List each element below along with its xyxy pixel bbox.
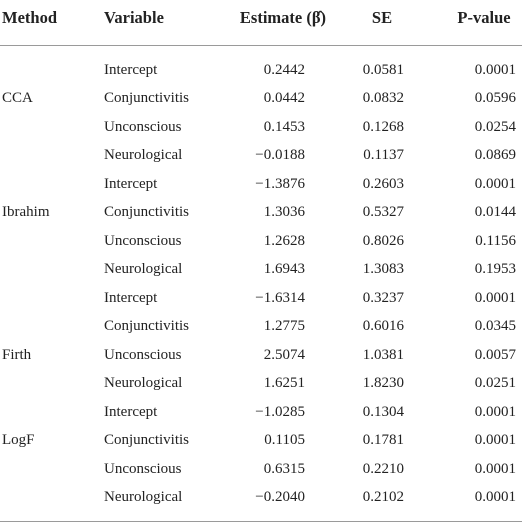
cell-se: 0.1268 [362, 118, 404, 135]
cell-p: 0.0251 [474, 375, 516, 392]
cell-estimate: 0.0442 [263, 90, 305, 107]
cell-p: 0.0144 [474, 204, 516, 221]
cell-p: 0.0001 [474, 432, 516, 449]
cell-estimate: 1.6943 [263, 261, 305, 278]
cell-variable: Conjunctivitis [104, 90, 190, 107]
cell-p: 0.0001 [474, 175, 516, 192]
cell-se: 0.5327 [362, 204, 404, 221]
cell-variable: Intercept [104, 289, 158, 306]
cell-variable: Neurological [104, 489, 183, 506]
cell-estimate: 1.6251 [263, 375, 305, 392]
cell-se: 0.0581 [362, 62, 404, 78]
cell-variable: Intercept [104, 62, 158, 78]
cell-se: 0.1137 [363, 147, 404, 164]
cell-variable: Unconscious [104, 460, 182, 477]
cell-p: 0.1156 [475, 232, 516, 249]
cell-p: 0.0345 [474, 318, 516, 335]
cell-p: 0.0057 [474, 346, 516, 363]
cell-estimate: 2.5074 [263, 346, 305, 363]
header-rule [0, 45, 522, 46]
cell-estimate: −1.6314 [255, 289, 305, 306]
cell-se: 0.1304 [362, 403, 404, 420]
cell-variable: Conjunctivitis [104, 318, 190, 335]
cell-se: 0.8026 [362, 232, 404, 249]
cell-p: 0.0596 [474, 90, 516, 107]
cell-se: 1.8230 [362, 375, 404, 392]
cell-variable: Unconscious [104, 118, 182, 135]
cell-method: Firth [2, 346, 32, 363]
cell-p: 0.0001 [474, 403, 516, 420]
cell-variable: Neurological [104, 375, 183, 392]
cell-estimate: 1.2775 [263, 318, 305, 335]
cell-estimate: 0.1453 [263, 118, 305, 135]
column-header: Estimate (β̂) [239, 8, 327, 27]
cell-se: 0.0832 [362, 90, 404, 107]
cell-variable: Neurological [104, 261, 183, 278]
cell-variable: Intercept [104, 403, 158, 420]
cell-se: 0.2102 [362, 489, 404, 506]
cell-variable: Unconscious [104, 346, 182, 363]
column-header: Variable [104, 8, 164, 27]
cell-p: 0.0001 [474, 460, 516, 477]
cell-se: 0.2210 [362, 460, 404, 477]
cell-p: 0.0001 [474, 289, 516, 306]
cell-p: 0.0869 [474, 147, 516, 164]
cell-se: 1.3083 [362, 261, 404, 278]
column-header: SE [371, 8, 393, 27]
cell-variable: Intercept [104, 175, 158, 192]
column-header: Method [2, 8, 57, 27]
cell-estimate: 0.2442 [263, 62, 305, 78]
cell-estimate: 0.1105 [264, 432, 305, 449]
cell-estimate: 1.3036 [263, 204, 305, 221]
cell-p: 0.0001 [474, 489, 516, 506]
cell-method: LogF [2, 432, 35, 449]
cell-p: 0.0001 [474, 62, 516, 78]
cell-variable: Conjunctivitis [104, 204, 190, 221]
cell-estimate: 1.2628 [263, 232, 305, 249]
cell-estimate: −1.3876 [255, 175, 305, 192]
cell-estimate: −0.0188 [255, 147, 305, 164]
cell-se: 0.2603 [362, 175, 404, 192]
cell-estimate: −0.2040 [255, 489, 305, 506]
column-header: P-value [457, 8, 511, 27]
cell-method: Ibrahim [2, 204, 50, 221]
cell-p: 0.0254 [474, 118, 516, 135]
cell-variable: Unconscious [104, 232, 182, 249]
bottom-rule [0, 521, 522, 522]
cell-estimate: −1.0285 [255, 403, 305, 420]
cell-se: 0.1781 [362, 432, 404, 449]
cell-se: 1.0381 [362, 346, 404, 363]
cell-p: 0.1953 [474, 261, 516, 278]
cell-method: CCA [2, 90, 33, 107]
cell-se: 0.3237 [362, 289, 404, 306]
cell-estimate: 0.6315 [263, 460, 305, 477]
cell-se: 0.6016 [362, 318, 404, 335]
cell-variable: Neurological [104, 147, 183, 164]
cell-variable: Conjunctivitis [104, 432, 190, 449]
